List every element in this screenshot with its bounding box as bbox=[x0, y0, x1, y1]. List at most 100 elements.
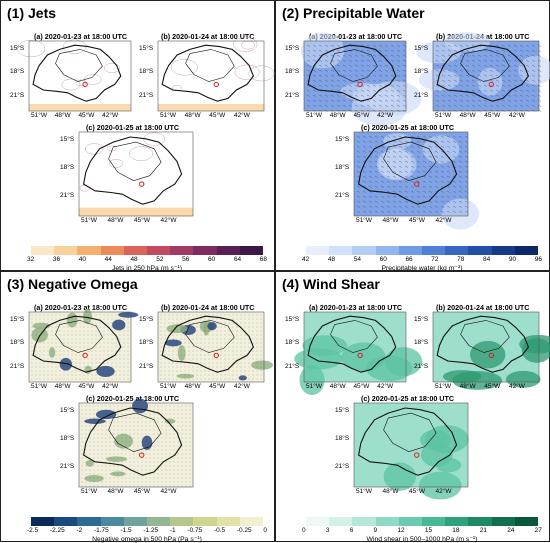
wind-vector bbox=[441, 99, 446, 102]
significance-dot bbox=[161, 449, 163, 451]
colorbar-swatch bbox=[445, 246, 469, 255]
significance-dot bbox=[133, 429, 135, 431]
significance-dot bbox=[127, 350, 129, 352]
colorbar-tick-label: 84 bbox=[483, 256, 491, 263]
wind-vector bbox=[378, 44, 383, 47]
panel-frame bbox=[157, 40, 265, 112]
significance-dot bbox=[185, 405, 187, 407]
significance-dot bbox=[91, 374, 93, 376]
wind-vector bbox=[428, 190, 433, 193]
significance-dot bbox=[232, 378, 234, 380]
significance-dot bbox=[236, 330, 238, 332]
significance-dot bbox=[188, 346, 190, 348]
significance-dot bbox=[161, 485, 163, 487]
significance-dot bbox=[67, 326, 69, 328]
wind-vector bbox=[441, 54, 446, 57]
significance-dot bbox=[59, 318, 61, 320]
significance-dot bbox=[232, 318, 234, 320]
wind-vector bbox=[306, 104, 311, 107]
significance-dot bbox=[125, 445, 127, 447]
significance-dot bbox=[93, 425, 95, 427]
wind-vector bbox=[483, 69, 488, 72]
significance-dot bbox=[173, 477, 175, 479]
significance-dot bbox=[75, 378, 77, 380]
colorbar-swatch bbox=[170, 246, 194, 255]
wind-vector bbox=[386, 180, 391, 183]
significance-dot bbox=[165, 465, 167, 467]
colorbar-swatch bbox=[54, 517, 78, 526]
significance-dot bbox=[220, 342, 222, 344]
significance-dot bbox=[181, 485, 183, 487]
wind-vector bbox=[434, 205, 439, 208]
significance-dot bbox=[55, 314, 57, 316]
significance-dot bbox=[75, 362, 77, 364]
significance-dot bbox=[181, 405, 183, 407]
basin-boundary bbox=[330, 49, 378, 82]
wind-vector bbox=[380, 195, 385, 198]
significance-dot bbox=[133, 421, 135, 423]
wind-vector bbox=[402, 94, 407, 97]
significance-dot bbox=[89, 421, 91, 423]
significance-dot bbox=[105, 441, 107, 443]
significance-dot bbox=[200, 322, 202, 324]
wind-vector bbox=[447, 79, 452, 82]
significance-dot bbox=[212, 374, 214, 376]
colorbar-swatch bbox=[352, 517, 376, 526]
significance-dot bbox=[189, 429, 191, 431]
significance-dot bbox=[153, 405, 155, 407]
wind-vector bbox=[380, 210, 385, 213]
significance-dot bbox=[236, 374, 238, 376]
significance-dot bbox=[111, 318, 113, 320]
basin-boundary bbox=[383, 412, 437, 453]
significance-dot bbox=[172, 358, 174, 360]
wind-vector bbox=[477, 64, 482, 67]
significance-dot bbox=[87, 338, 89, 340]
quadrant-title: (1) Jets bbox=[7, 5, 57, 21]
significance-dot bbox=[153, 485, 155, 487]
significance-dot bbox=[189, 425, 191, 427]
significance-dot bbox=[81, 465, 83, 467]
significance-dot bbox=[164, 350, 166, 352]
wind-vector bbox=[356, 205, 361, 208]
colorbar-swatch bbox=[398, 517, 423, 526]
significance-dot bbox=[157, 457, 159, 459]
significance-dot bbox=[105, 429, 107, 431]
significance-dot bbox=[180, 366, 182, 368]
wind-vector bbox=[537, 94, 542, 97]
lon-label: 48°W bbox=[107, 217, 124, 224]
significance-dot bbox=[71, 334, 73, 336]
wind-vector bbox=[531, 59, 536, 62]
significance-dot bbox=[137, 453, 139, 455]
lat-label: 18°S bbox=[60, 164, 75, 171]
significance-dot bbox=[168, 330, 170, 332]
omega-cell bbox=[251, 360, 274, 370]
state-boundary bbox=[82, 407, 183, 476]
significance-dot bbox=[153, 417, 155, 419]
jet-band bbox=[158, 104, 264, 111]
significance-dot bbox=[145, 469, 147, 471]
wind-vector bbox=[306, 49, 311, 52]
wind-vector bbox=[392, 190, 397, 193]
significance-dot bbox=[204, 370, 206, 372]
significance-dot bbox=[165, 441, 167, 443]
significance-dot bbox=[125, 473, 127, 475]
wind-vector bbox=[483, 59, 488, 62]
wind-vector bbox=[489, 94, 494, 97]
significance-dot bbox=[248, 334, 250, 336]
wind-vector bbox=[465, 79, 470, 82]
significance-dot bbox=[55, 326, 57, 328]
wind-vector bbox=[416, 135, 421, 138]
significance-dot bbox=[160, 370, 162, 372]
wind-vector bbox=[513, 99, 518, 102]
significance-dot bbox=[115, 322, 117, 324]
significance-dot bbox=[172, 322, 174, 324]
wind-vector bbox=[446, 190, 451, 193]
significance-dot bbox=[240, 362, 242, 364]
significance-dot bbox=[133, 469, 135, 471]
significance-dot bbox=[192, 370, 194, 372]
significance-dot bbox=[220, 366, 222, 368]
wind-vector bbox=[513, 84, 518, 87]
significance-dot bbox=[173, 441, 175, 443]
significance-dot bbox=[113, 457, 115, 459]
significance-dot bbox=[196, 338, 198, 340]
